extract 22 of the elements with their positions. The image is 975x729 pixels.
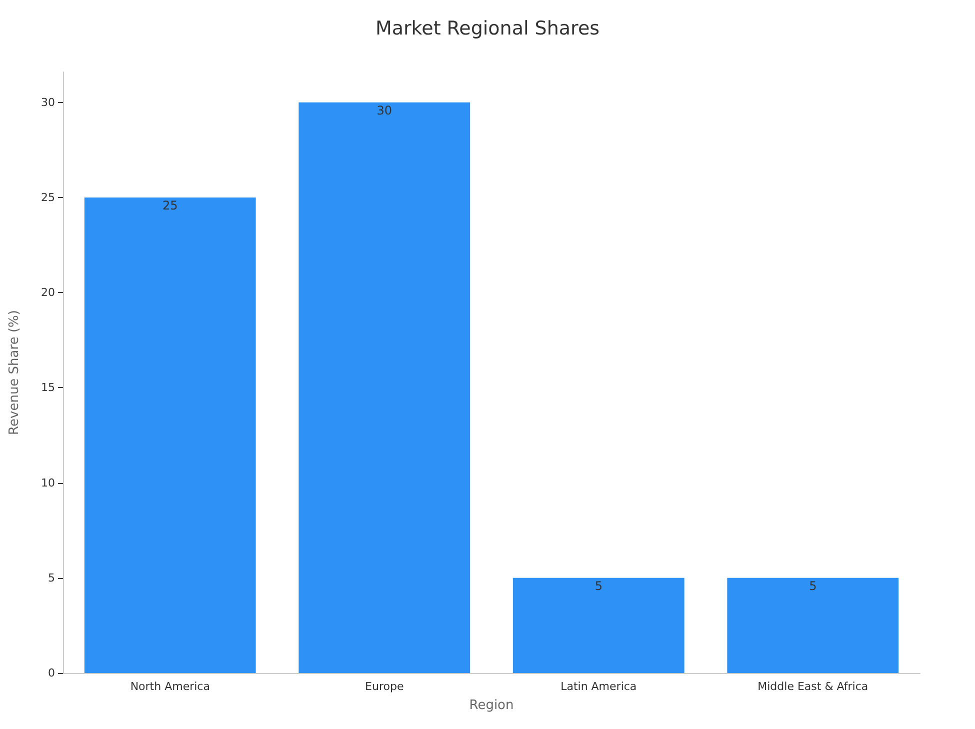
data-label: 25 — [162, 198, 178, 213]
x-axis-title: Region — [469, 698, 514, 713]
y-tick-label: 15 — [41, 381, 55, 394]
y-tick-label: 30 — [41, 96, 55, 109]
chart-title: Market Regional Shares — [375, 18, 600, 40]
bar — [512, 578, 684, 673]
data-label: 5 — [594, 578, 602, 593]
bar — [84, 198, 256, 673]
x-tick-label: North America — [130, 680, 210, 693]
y-tick-label: 0 — [48, 666, 55, 680]
x-tick-label: Latin America — [560, 680, 637, 693]
x-tick-label: Middle East & Africa — [758, 680, 868, 693]
bar — [298, 102, 470, 673]
y-axis-title: Revenue Share (%) — [7, 310, 22, 435]
data-label: 5 — [809, 578, 817, 593]
x-tick-label: Europe — [365, 680, 404, 693]
y-tick-label: 5 — [48, 571, 55, 584]
y-tick-label: 20 — [41, 286, 55, 300]
bar — [727, 578, 899, 673]
y-tick-label: 10 — [41, 476, 55, 490]
data-label: 30 — [376, 103, 392, 118]
y-tick-label: 25 — [41, 191, 55, 204]
